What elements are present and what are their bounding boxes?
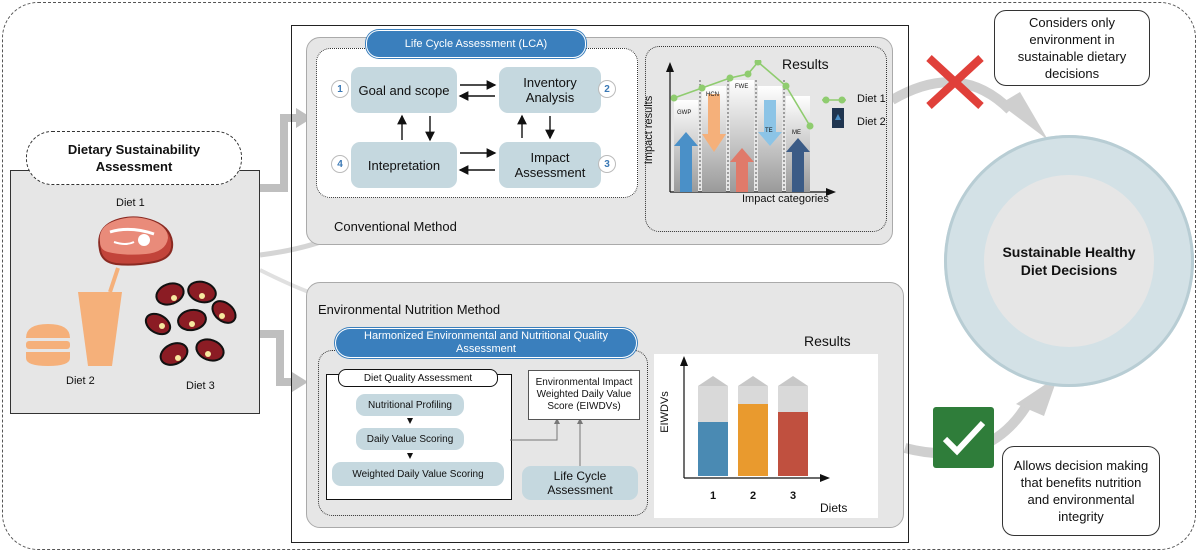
bar-diet2 (738, 376, 768, 476)
harmonized-header: Harmonized Environmental and Nutritional… (336, 329, 636, 357)
daily-value-scoring: Daily Value Scoring (356, 428, 464, 450)
methods-frame (291, 25, 909, 543)
nut-diet-2: 2 (750, 490, 757, 502)
considers-text: Considers only environment in sustainabl… (1017, 15, 1127, 81)
dqa-header-text: Diet Quality Assessment (363, 372, 473, 384)
lca-header: Life Cycle Assessment (LCA) (366, 30, 586, 58)
legend (822, 96, 846, 128)
nut-results-chart (680, 356, 830, 482)
dqa-header: Diet Quality Assessment (338, 369, 498, 387)
nut-x-label: Diets (820, 501, 848, 515)
dietary-assessment-title: Dietary Sustainability Assessment (26, 131, 242, 185)
step-impact: Impact Assessment (499, 142, 601, 188)
step-goal-scope: Goal and scope (351, 67, 457, 113)
check-mark (942, 420, 985, 455)
weighted-dv-scoring-label: Weighted Daily Value Scoring (352, 468, 484, 480)
step-1-badge: 1 (331, 80, 349, 98)
cat-hcn: HCN (706, 92, 719, 98)
arrow-head-lower-outcome (1016, 376, 1058, 416)
decision-inner: Sustainable Healthy Diet Decisions (984, 175, 1154, 347)
beans-icon (144, 280, 237, 366)
conv-results-title: Results (782, 56, 829, 72)
conv-legend-diet2: Diet 2 (857, 116, 886, 128)
arrow-head-upper-outcome (1000, 92, 1048, 140)
nut-results-title: Results (804, 333, 851, 349)
nut-diet-3: 3 (790, 490, 797, 502)
cat-te: TE (765, 128, 773, 134)
step-2-badge: 2 (598, 80, 616, 98)
nutritional-profiling-label: Nutritional Profiling (368, 399, 452, 411)
allows-text: Allows decision making that benefits nut… (1013, 458, 1149, 524)
considers-box: Considers only environment in sustainabl… (994, 10, 1150, 86)
decision-title: Sustainable Healthy Diet Decisions (1002, 244, 1136, 278)
conv-results-chart: GWP HCN FWE TE ME (666, 60, 846, 196)
arrow-head-conventional (296, 108, 312, 128)
cat-gwp: GWP (677, 110, 691, 116)
cat-me: ME (792, 130, 801, 136)
harmonized-header-text: Harmonized Environmental and Nutritional… (364, 330, 608, 355)
diet1-label: Diet 1 (116, 197, 145, 209)
cross-icon (926, 55, 984, 109)
step-interpretation-label: Intepretation (367, 157, 441, 173)
lca-pill: Life Cycle Assessment (522, 466, 638, 500)
diet3-label: Diet 3 (186, 380, 215, 392)
conv-x-label: Impact categories (742, 193, 829, 205)
eiwdv-label: Environmental Impact Weighted Daily Valu… (535, 377, 633, 412)
impact-arrows (674, 94, 810, 192)
conv-results-box (645, 46, 887, 232)
arrow-to-nutrition (258, 330, 296, 386)
diet1-points (670, 60, 814, 130)
step-impact-label: Impact Assessment (514, 150, 586, 180)
step-3-badge: 3 (598, 155, 616, 173)
lca-header-text: Life Cycle Assessment (LCA) (404, 38, 548, 50)
eiwdv-box: Environmental Impact Weighted Daily Valu… (528, 370, 640, 420)
bar-diet1 (698, 376, 728, 476)
allows-box: Allows decision making that benefits nut… (1002, 446, 1160, 536)
step-goal-scope-label: Goal and scope (358, 82, 450, 98)
nutrition-method-label: Environmental Nutrition Method (318, 302, 501, 317)
conv-legend-diet1: Diet 1 (857, 93, 886, 105)
weighted-dv-scoring: Weighted Daily Value Scoring (332, 462, 504, 486)
check-icon (933, 407, 994, 468)
lca-pill-label: Life Cycle Assessment (547, 469, 613, 497)
conventional-method-label: Conventional Method (334, 219, 457, 234)
drink-icon (78, 267, 122, 366)
nutritional-profiling: Nutritional Profiling (356, 394, 464, 416)
burger-icon (26, 324, 70, 366)
step-4-badge: 4 (331, 155, 349, 173)
nut-diet-1: 1 (710, 490, 717, 502)
diet2-label: Diet 2 (66, 375, 95, 387)
dietary-assessment-title-text: Dietary Sustainability Assessment (67, 142, 201, 174)
daily-value-scoring-label: Daily Value Scoring (366, 433, 454, 445)
diet-panel (10, 170, 260, 414)
cat-fwe: FWE (735, 84, 748, 90)
meat-icon (98, 216, 174, 266)
step-inventory-label: Inventory Analysis (523, 75, 577, 105)
step-interpretation: Intepretation (351, 142, 457, 188)
arrow-head-nutrition (292, 372, 308, 392)
arrow-to-conventional (258, 114, 300, 192)
step-inventory: Inventory Analysis (499, 67, 601, 113)
bar-diet3 (778, 376, 808, 476)
